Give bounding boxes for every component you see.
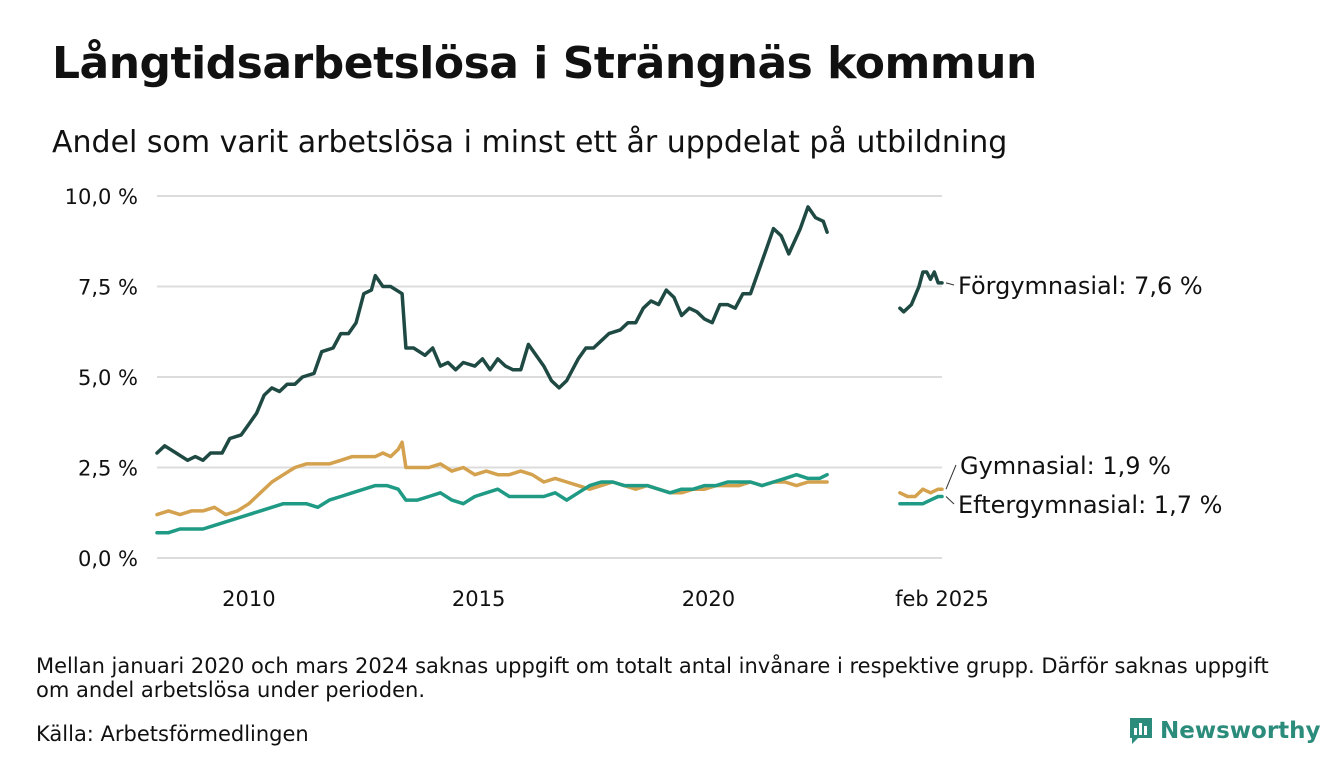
label-leader-line (945, 496, 955, 505)
y-tick-label: 10,0 % (65, 185, 138, 209)
series-line (155, 472, 829, 535)
line-chart: 0,0 % 2,5 % 5,0 % 7,5 % 10,0 % 2010 2015 2020 fe… (65, 185, 1223, 611)
series-end-label: Eftergymnasial: 1,7 % (958, 491, 1222, 519)
series-line (898, 487, 944, 499)
axis-ticks: 0,0 % 2,5 % 5,0 % 7,5 % 10,0 % 2010 2015 2020 fe… (65, 185, 989, 611)
newsworthy-logo[interactable]: Newsworthy (1128, 716, 1321, 746)
label-leader-line (945, 464, 957, 490)
bar-chart-bubble-icon (1130, 718, 1152, 744)
y-tick-label: 7,5 % (78, 276, 138, 300)
x-tick-label: 2010 (222, 587, 275, 611)
series-end-label: Förgymnasial: 7,6 % (958, 272, 1203, 300)
brand-name: Newsworthy (1160, 718, 1321, 744)
y-tick-label: 5,0 % (78, 366, 138, 390)
y-tick-label: 2,5 % (78, 457, 138, 481)
series-line (155, 440, 829, 517)
chart-title: Långtidsarbetslösa i Strängnäs kommun (52, 38, 1037, 89)
footnote: Mellan januari 2020 och mars 2024 saknas… (36, 654, 1269, 702)
x-tick-label: 2020 (682, 587, 735, 611)
x-tick-label: feb 2025 (895, 587, 989, 611)
chart-subtitle: Andel som varit arbetslösa i minst ett å… (52, 125, 1008, 160)
label-leader-line (945, 282, 955, 286)
series-lines (155, 205, 944, 535)
source-credit: Källa: Arbetsförmedlingen (36, 722, 309, 746)
series-end-label: Gymnasial: 1,9 % (960, 452, 1171, 480)
series-line (898, 270, 944, 314)
x-tick-label: 2015 (452, 587, 505, 611)
series-line (155, 205, 829, 463)
y-tick-label: 0,0 % (78, 547, 138, 571)
series-line (898, 494, 944, 506)
series-end-labels: Förgymnasial: 7,6 % Gymnasial: 1,9 % Efter… (945, 272, 1222, 519)
